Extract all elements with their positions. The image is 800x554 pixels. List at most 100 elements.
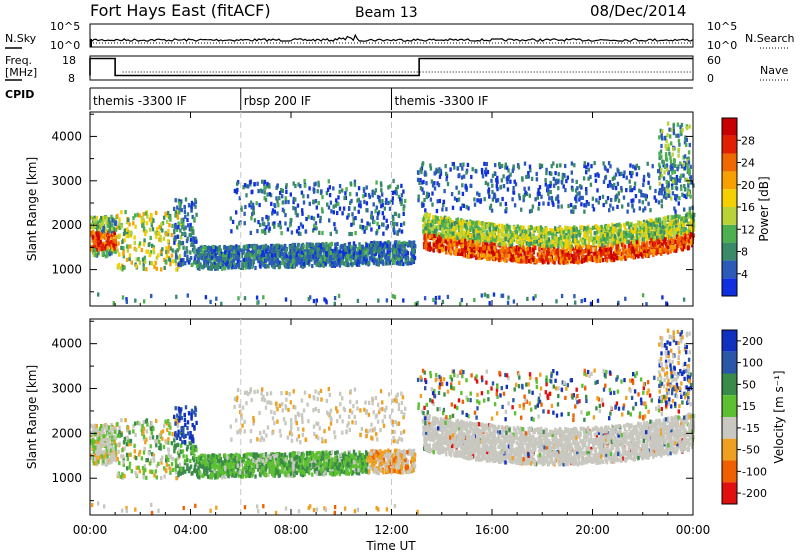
power-cell <box>622 249 626 254</box>
power-cell <box>568 254 571 259</box>
power-cell <box>448 224 451 229</box>
power-cell <box>125 297 128 302</box>
power-cell <box>186 249 189 254</box>
power-cell <box>305 260 308 265</box>
power-cell <box>690 227 694 233</box>
power-cell <box>193 245 196 250</box>
power-cell <box>194 204 197 209</box>
power-cell <box>193 202 196 207</box>
power-cell <box>449 233 452 239</box>
power-cell <box>320 189 323 194</box>
power-cell <box>486 248 489 253</box>
power-cell <box>607 254 610 259</box>
power-cell <box>305 216 308 222</box>
power-cell <box>529 259 533 264</box>
power-cell <box>371 189 374 194</box>
power-cell <box>356 247 359 252</box>
power-cell <box>257 220 260 225</box>
power-cell <box>380 183 383 188</box>
power-cell <box>316 189 319 194</box>
power-cell <box>133 213 137 218</box>
power-cell <box>328 193 332 198</box>
power-cell <box>148 227 152 232</box>
power-cell <box>469 239 472 244</box>
power-cell <box>623 225 627 230</box>
power-cell <box>387 240 390 245</box>
power-cell <box>312 189 316 194</box>
power-cell <box>292 251 295 256</box>
power-cell <box>569 248 572 253</box>
power-cell <box>213 247 217 252</box>
power-cell <box>117 241 120 246</box>
power-cell <box>212 264 215 269</box>
power-cell <box>334 242 337 247</box>
power-cell <box>124 210 127 215</box>
power-cell <box>459 251 462 256</box>
power-cell <box>165 213 169 218</box>
power-cell <box>129 230 132 235</box>
power-cell <box>260 253 264 258</box>
power-cell <box>447 219 450 224</box>
power-cell <box>423 296 427 301</box>
power-cell <box>229 253 232 258</box>
power-cell <box>93 218 96 223</box>
power-cell <box>295 262 298 267</box>
power-cell <box>122 246 125 251</box>
power-cell <box>598 226 601 231</box>
power-cell <box>379 257 382 262</box>
power-cell <box>398 228 401 233</box>
power-cell <box>434 232 438 237</box>
power-cell <box>143 255 146 260</box>
power-cell <box>635 242 638 247</box>
power-cell <box>280 244 284 249</box>
power-cell <box>277 203 280 208</box>
power-cell <box>189 256 193 261</box>
power-cell <box>425 212 429 217</box>
power-cell <box>496 256 499 261</box>
power-cell <box>413 255 417 261</box>
power-cell <box>571 233 575 239</box>
power-cell <box>641 242 644 247</box>
power-cell <box>116 225 119 230</box>
power-cell <box>135 264 138 269</box>
power-cell <box>362 256 366 261</box>
power-cell <box>532 296 535 301</box>
power-cell <box>267 222 270 227</box>
power-cell <box>209 299 212 304</box>
power-cell <box>261 179 264 184</box>
power-cell <box>195 212 198 217</box>
power-cell <box>303 255 307 260</box>
power-cell <box>97 226 100 232</box>
power-cell <box>155 234 158 240</box>
power-cell <box>493 242 496 248</box>
power-cell <box>573 252 576 257</box>
power-cell <box>661 225 665 230</box>
power-cell <box>618 222 621 227</box>
power-cell <box>224 250 227 255</box>
power-cell <box>611 244 615 249</box>
power-cell <box>397 213 401 218</box>
power-cell <box>393 190 397 195</box>
power-cell <box>609 226 612 231</box>
power-cell <box>221 258 224 264</box>
power-cell <box>312 228 315 233</box>
power-cell <box>479 238 482 243</box>
power-cell <box>281 200 284 205</box>
power-cell <box>392 216 395 222</box>
power-cell <box>113 246 116 251</box>
power-cell <box>128 222 131 227</box>
power-cell <box>376 249 379 254</box>
power-cell <box>583 238 586 244</box>
power-cell <box>360 218 364 223</box>
power-cell <box>297 226 301 231</box>
power-cell <box>203 260 206 265</box>
power-cell <box>529 247 532 252</box>
power-cell <box>238 252 241 258</box>
freq-label-line1: Freq. <box>5 54 32 67</box>
power-cell <box>264 243 268 248</box>
power-cell <box>637 254 640 259</box>
power-cell <box>177 198 180 203</box>
power-cell <box>349 261 353 266</box>
power-cell <box>248 180 252 185</box>
power-cell <box>384 241 387 247</box>
